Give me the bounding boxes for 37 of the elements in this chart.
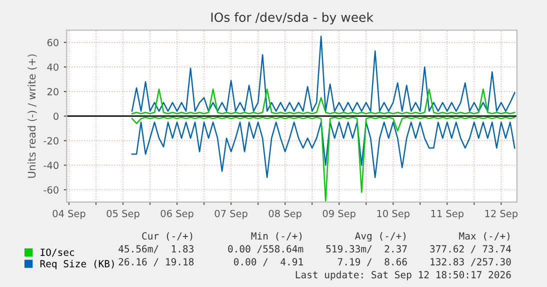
x-tick-label: 05 Sep [106,210,140,220]
text: Min (-/+) [251,232,302,241]
x-tick-label: 09 Sep [322,210,356,220]
y-tick-label: -20 [44,137,58,144]
x-tick-label: 06 Sep [160,210,194,220]
text: 0.00 /558.64m [228,245,304,254]
x-tick-label: 08 Sep [268,210,302,220]
y-axis-title: Units read (-) / write (+) [28,54,37,178]
y-tick-label: 0 [54,112,58,120]
y-tick-label: -60 [44,186,58,194]
text: 7.19 / 8.66 [338,258,407,266]
line-series [131,36,516,112]
chart-title: IOs for /dev/sda - by week [211,12,374,24]
y-tick-label: -40 [44,162,58,170]
x-tick-label: 07 Sep [214,210,248,220]
text: Last update: Sat Sep 12 18:50:17 2026 [296,270,511,280]
text: 45.56m/ 1.83 [118,245,194,254]
x-tick-label: 04 Sep [52,210,86,220]
text: 519.33m/ 2.37 [326,245,407,254]
x-tick-label: 12 Sep [485,210,518,220]
y-tick-label: 20 [47,88,58,96]
text: 377.62 / 73.74 [430,245,511,254]
line-series [131,88,516,114]
text: 132.83 /257.30 [430,258,511,266]
text: Cur (-/+) [142,232,192,241]
x-tick-label: 10 Sep [377,210,410,220]
y-tick-label: 60 [47,38,58,46]
text: 26.16 / 19.18 [118,258,194,266]
line-series [131,116,516,202]
line-series [131,122,516,178]
x-tick-label: 11 Sep [431,210,464,220]
text: Max (-/+) [459,232,510,241]
text: Avg (-/+) [355,232,406,242]
legend-label: IO/sec [40,248,74,257]
y-tick-label: 40 [47,63,58,71]
text: 0.00 / 4.91 [234,258,303,266]
legend-label: Req Size (KB) [40,260,114,270]
